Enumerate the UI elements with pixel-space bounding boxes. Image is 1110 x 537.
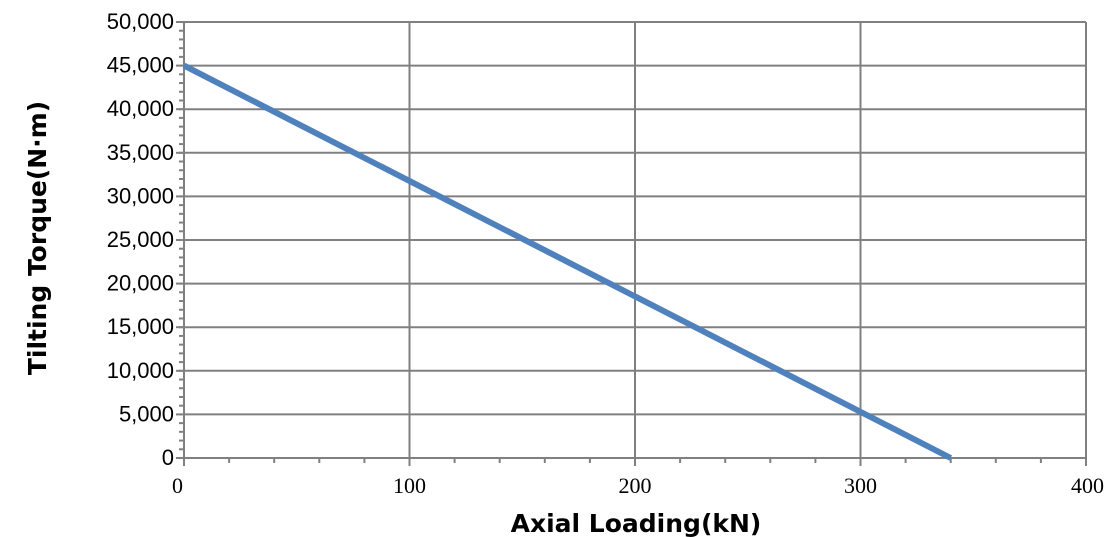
grid-lines xyxy=(184,21,1087,458)
y-tick-label: 15,000 xyxy=(107,314,174,339)
y-tick-label: 40,000 xyxy=(107,96,174,121)
y-tick-label: 10,000 xyxy=(107,358,174,383)
y-tick-label: 25,000 xyxy=(107,227,174,252)
x-tick-label: 300 xyxy=(844,473,877,498)
y-tick-label: 20,000 xyxy=(107,271,174,296)
y-tick-label: 5,000 xyxy=(119,401,174,426)
x-tick-label: 200 xyxy=(619,473,652,498)
x-tick-label: 400 xyxy=(1071,473,1104,498)
x-axis-title: Axial Loading(kN) xyxy=(511,509,762,537)
x-tick-label: 100 xyxy=(393,473,426,498)
y-tick-label: 0 xyxy=(162,445,174,470)
y-tick-label: 30,000 xyxy=(107,183,174,208)
x-tick-label: 0 xyxy=(172,473,183,498)
y-tick-label: 50,000 xyxy=(107,9,174,34)
y-axis-title: Tilting Torque(N·m) xyxy=(23,101,52,375)
series-layer xyxy=(182,62,953,461)
axes xyxy=(176,21,1087,466)
y-tick-labels: 0 5,000 10,000 15,000 20,000 25,000 30,000 35,0… xyxy=(107,9,174,470)
series-line xyxy=(182,62,953,461)
y-tick-label: 35,000 xyxy=(107,140,174,165)
x-tick-labels: 0 100 200 300 400 xyxy=(172,473,1104,498)
y-tick-label: 45,000 xyxy=(107,53,174,78)
